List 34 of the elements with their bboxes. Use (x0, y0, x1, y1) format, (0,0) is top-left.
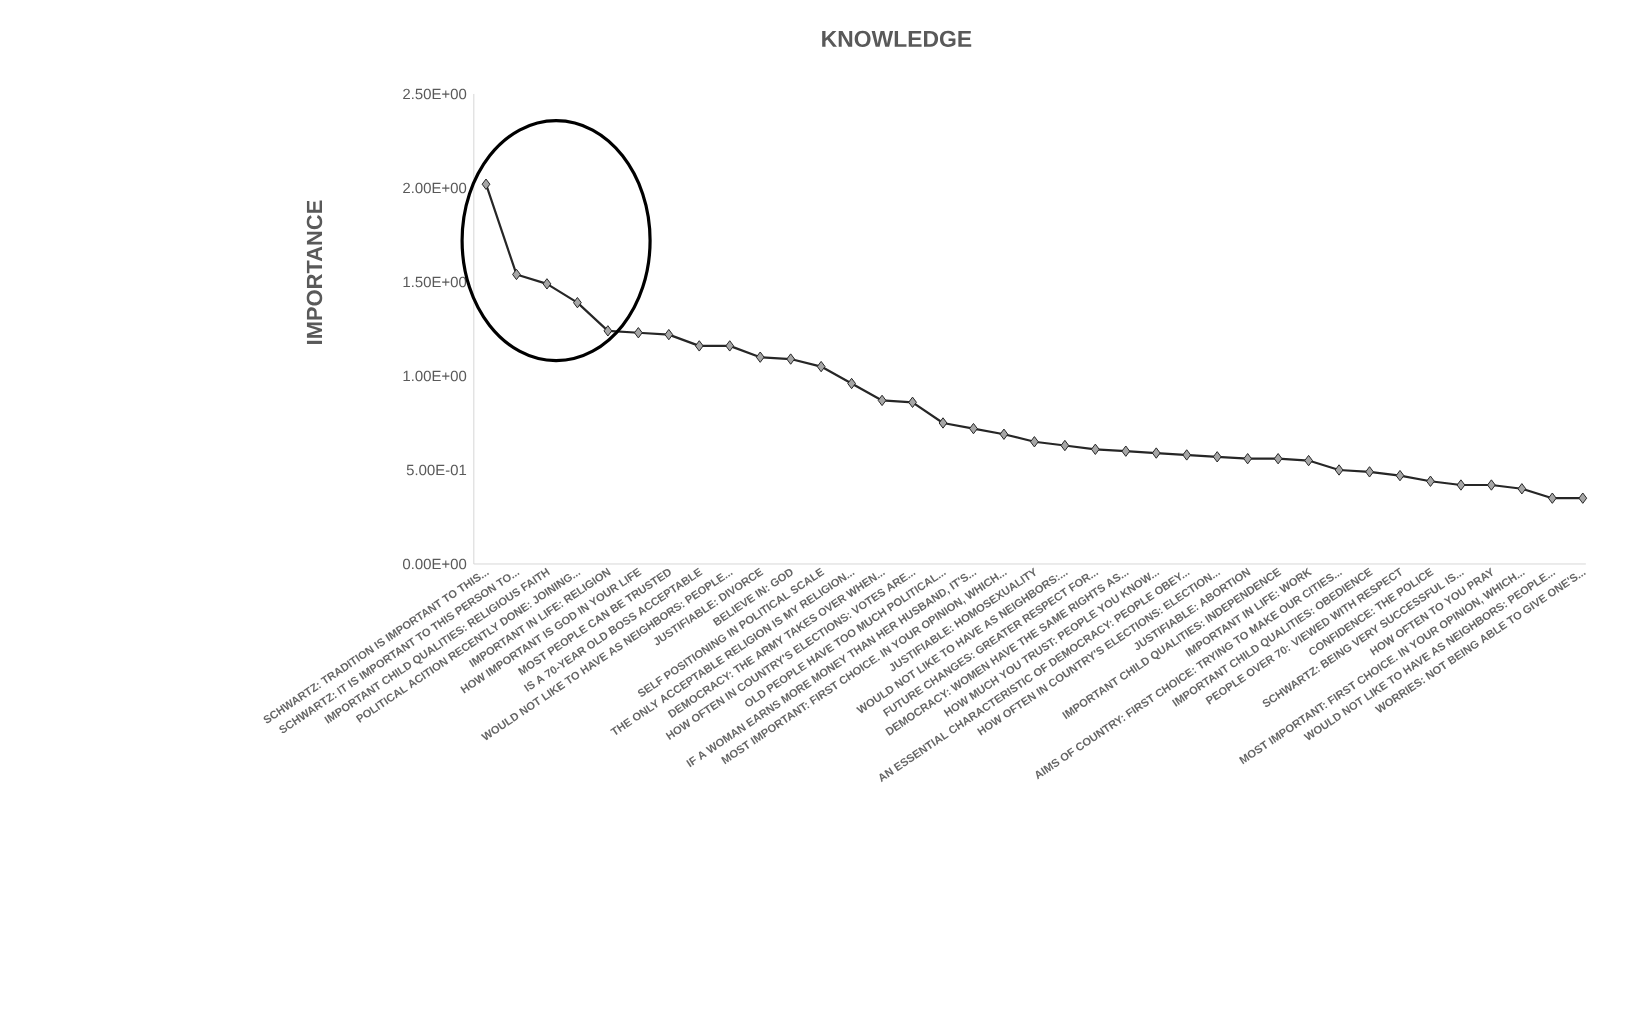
point (481, 178, 491, 190)
point (938, 417, 948, 429)
point (1121, 445, 1131, 457)
point (542, 278, 552, 290)
point (786, 353, 796, 365)
point (1090, 443, 1100, 455)
point (877, 394, 887, 407)
point (1334, 464, 1344, 476)
point (633, 327, 643, 339)
point (755, 351, 765, 363)
point (816, 360, 826, 373)
point (999, 428, 1009, 440)
chart-title: KNOWLEDGE (822, 30, 972, 47)
point (725, 340, 735, 352)
point (1395, 469, 1405, 482)
point (1151, 447, 1161, 459)
point (1487, 479, 1496, 491)
point (1182, 449, 1192, 461)
point (908, 396, 917, 408)
point (1243, 453, 1253, 465)
point (664, 328, 674, 341)
y-axis-title: IMPORTANCE (306, 200, 323, 344)
point (1547, 492, 1557, 504)
point (1030, 436, 1039, 448)
point (603, 325, 613, 337)
point (1060, 439, 1070, 452)
point (1365, 466, 1374, 478)
point (694, 340, 704, 352)
point (1456, 479, 1466, 491)
point (1578, 492, 1588, 504)
point (1212, 451, 1222, 463)
point (1273, 453, 1283, 465)
point (1517, 483, 1527, 495)
point (1426, 475, 1435, 487)
